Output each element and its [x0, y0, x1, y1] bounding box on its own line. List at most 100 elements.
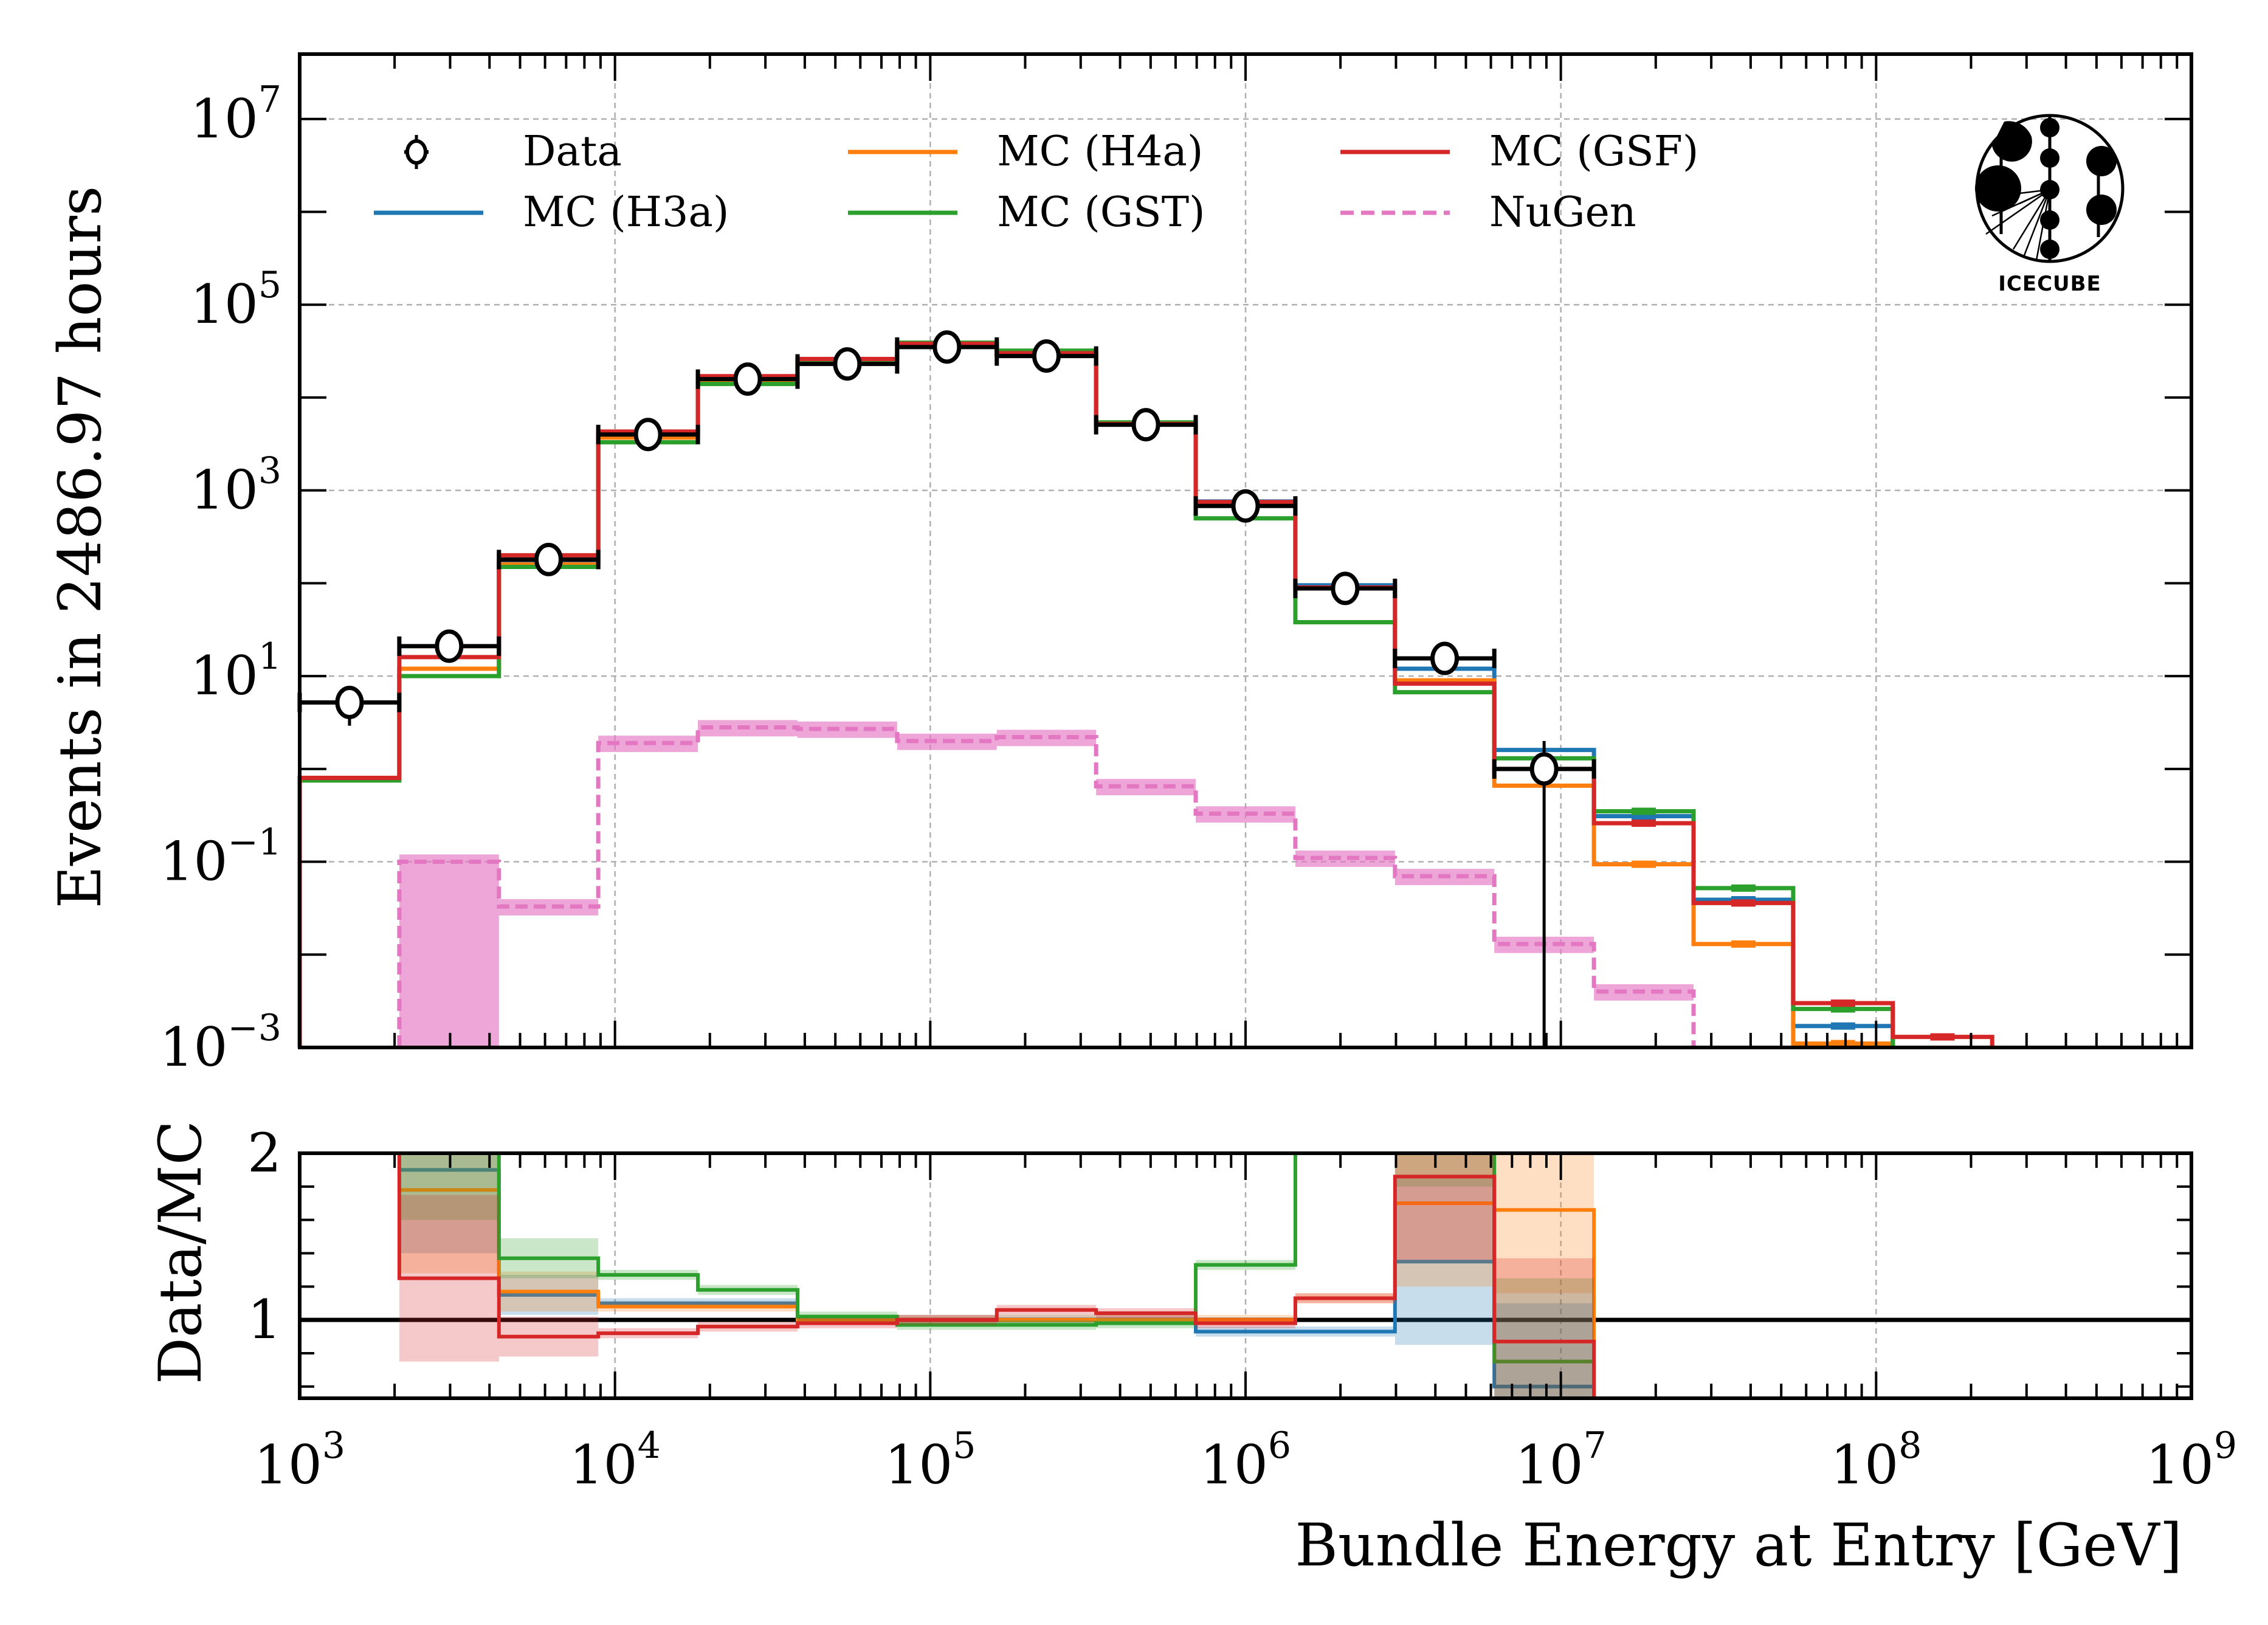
x-tick-label: 107 [1515, 1424, 1607, 1496]
data-point [795, 347, 900, 381]
legend-label: MC (GSF) [1489, 128, 1698, 176]
x-tick-exponent: 7 [1584, 1424, 1607, 1467]
ratio-plot-marks [300, 1151, 2191, 1398]
legend-data-marker [405, 139, 427, 165]
data-point [596, 418, 700, 452]
logo-dom [2040, 118, 2059, 137]
data-marker [1231, 489, 1260, 523]
y-tick-label: 10−1 [160, 821, 281, 893]
logo-dom-large [2086, 146, 2117, 176]
x-tick-exponent: 8 [1898, 1424, 1922, 1467]
data-point [497, 542, 601, 576]
nugen-step-line [397, 725, 1696, 1047]
data-marker [534, 542, 563, 576]
mcgst-step-line [297, 340, 1895, 1047]
data-point [1094, 408, 1198, 442]
data-point [1393, 641, 1497, 675]
x-tick-label: 109 [2146, 1424, 2237, 1496]
legend-item: NuGen [1340, 188, 1636, 236]
data-point [994, 339, 1098, 373]
data-marker [1430, 641, 1460, 675]
x-tick-label: 108 [1830, 1424, 1922, 1496]
ratio-y-tick-label: 1 [247, 1288, 281, 1351]
data-point [695, 362, 800, 396]
mcgsf-ratio-band [1494, 1258, 1594, 1398]
data-marker [1131, 408, 1160, 442]
legend-item: MC (H4a) [848, 128, 1203, 176]
data-marker [1032, 339, 1061, 373]
data-marker [932, 330, 962, 364]
nugen-uncertainty-band [498, 899, 599, 916]
data-point [1492, 740, 1596, 1047]
x-axis-label: Bundle Energy at Entry [GeV] [1295, 1511, 2182, 1579]
data-point [895, 330, 999, 364]
y-tick-exponent: −1 [228, 821, 281, 864]
data-point [397, 629, 502, 663]
y-tick-exponent: 3 [258, 450, 281, 492]
data-marker [633, 418, 663, 452]
y-tick-label: 105 [190, 264, 281, 336]
y-tick-label: 103 [190, 450, 281, 522]
x-tick-label: 103 [254, 1424, 345, 1496]
y-tick-exponent: 1 [258, 635, 281, 678]
mch4a-step-line [297, 342, 1895, 1047]
mcgsf-ratio-step [397, 1153, 1596, 1398]
data-marker [733, 362, 762, 396]
data-point [297, 685, 402, 726]
x-tick-label: 106 [1200, 1424, 1291, 1496]
data-point [1193, 489, 1298, 523]
nugen-uncertainty-band [1295, 850, 1395, 868]
mcgst-ratio-band [1394, 1153, 1495, 1187]
legend-label: Data [523, 128, 622, 176]
x-tick-exponent: 6 [1268, 1424, 1291, 1467]
data-marker [1331, 571, 1360, 605]
mch3a-ratio-band [1494, 1303, 1594, 1398]
nugen-uncertainty-band [399, 854, 499, 1047]
y-axis-label-ratio: Data/MC [146, 1120, 215, 1384]
legend-item: MC (H3a) [374, 188, 729, 236]
legend: Data MC (H3a) MC (H4a) MC (GST) MC (GSF) NuGe… [374, 128, 1698, 236]
legend-label: MC (GST) [997, 188, 1205, 236]
logo-dom [2040, 240, 2059, 259]
legend-label: MC (H3a) [523, 188, 729, 236]
legend-item: MC (GSF) [1340, 128, 1698, 176]
data-marker [833, 347, 862, 381]
legend-label: MC (H4a) [997, 128, 1203, 176]
y-tick-exponent: 5 [258, 264, 281, 306]
axes: 103 104 105 106 107 108 109 107 105 103 101 10−1 10−… [160, 52, 2237, 1496]
x-tick-label: 104 [570, 1424, 661, 1496]
icecube-logo: IceCube [1975, 114, 2125, 296]
data-marker [1529, 752, 1559, 786]
y-tick-label: 107 [190, 78, 281, 150]
logo-rays [1985, 188, 2051, 261]
y-tick-label: 10−3 [160, 1007, 281, 1078]
legend-label: NuGen [1489, 188, 1636, 236]
x-tick-exponent: 4 [638, 1424, 661, 1467]
x-tick-exponent: 9 [2214, 1424, 2237, 1467]
data-marker [335, 685, 364, 719]
ratio-y-tick-label: 2 [247, 1122, 281, 1184]
y-tick-exponent: 7 [258, 78, 281, 121]
main-plot-marks [297, 330, 1994, 1047]
mcgsf-ratio-band [1394, 1153, 1495, 1260]
data-marker [435, 629, 464, 663]
logo-dom-large [1975, 165, 2021, 212]
nugen-uncertainty-band [996, 730, 1097, 747]
mch4a-ratio-band [1494, 1153, 1594, 1294]
x-tick-exponent: 3 [322, 1424, 345, 1467]
logo-dom [2040, 148, 2059, 168]
mch3a-step-line [297, 342, 1895, 1047]
y-tick-exponent: −3 [228, 1007, 281, 1049]
y-tick-label: 101 [190, 635, 281, 707]
legend-item: MC (GST) [848, 188, 1205, 236]
legend-item: Data [404, 128, 622, 176]
logo-text: IceCube [1998, 272, 2101, 296]
y-axis-label-main: Events in 2486.97 hours [46, 186, 114, 908]
x-tick-exponent: 5 [953, 1424, 976, 1467]
logo-dom-large [1992, 121, 2032, 162]
data-point [1293, 571, 1398, 605]
mcgst-ratio-band [1494, 1278, 1594, 1398]
logo-dom-large [2086, 195, 2117, 225]
mch4a-ratio-band [399, 1153, 499, 1274]
